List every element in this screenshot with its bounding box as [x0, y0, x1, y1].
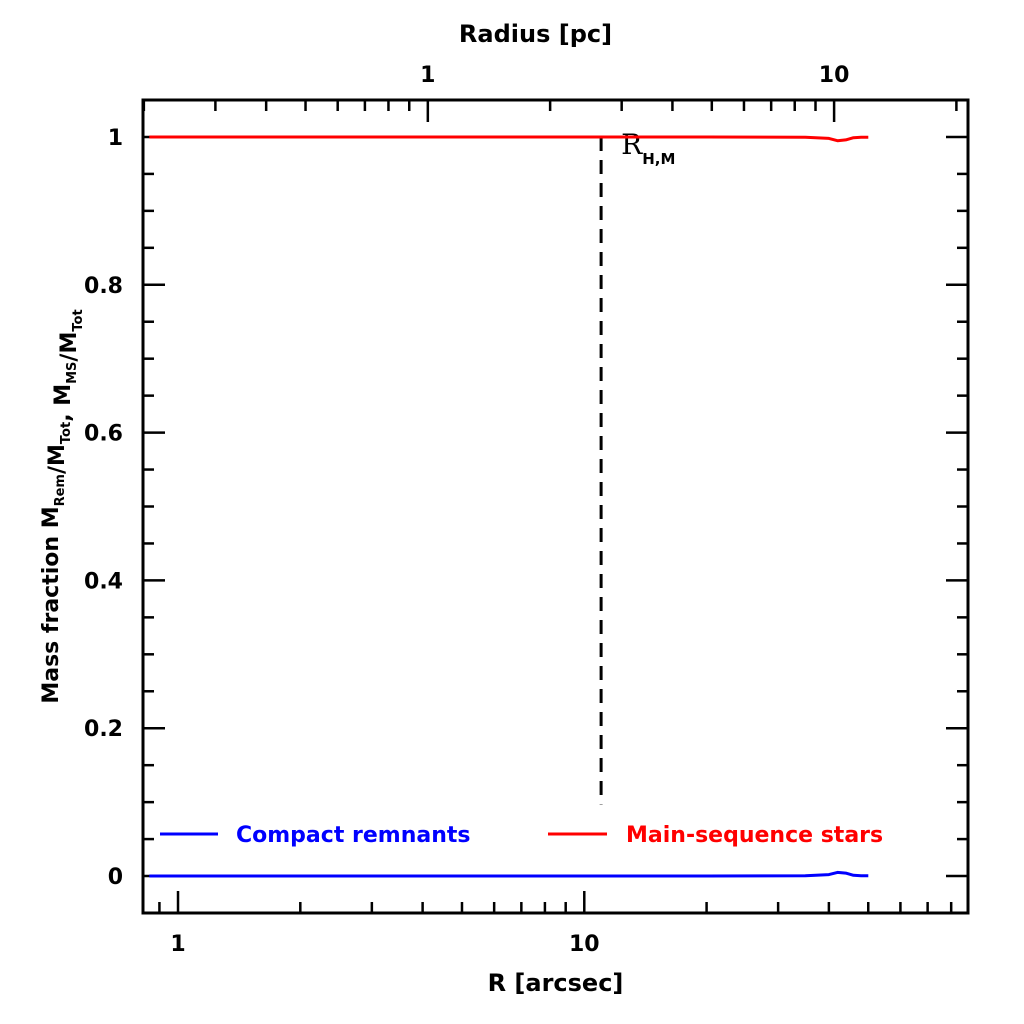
series-line-1: [149, 135, 869, 143]
y-axis-title-text: Mass fraction M: [39, 506, 64, 703]
x-axis-title: R [arcsec]: [488, 969, 624, 997]
x2-tick-label: 10: [819, 63, 850, 88]
y-axis-title-subscript: Rem: [53, 474, 68, 506]
y-axis-title-subscript: Tot: [59, 422, 74, 444]
y-tick-label: 0.2: [84, 717, 123, 742]
y-axis-title-text: , M: [51, 384, 76, 422]
top-axis-title: Radius [pc]: [459, 20, 612, 48]
y-tick-label: 1: [108, 126, 123, 151]
x-tick-label: 1: [170, 932, 185, 957]
y-tick-label: 0.6: [84, 422, 123, 447]
y-axis-title-text: /M: [57, 332, 82, 362]
y-axis-title: Mass fraction MRem/MTot, MMS/MTot: [39, 309, 86, 703]
half-mass-radius-marker: RH,M: [599, 128, 675, 805]
axis-ticks: [142, 98, 968, 915]
plot-frame: [141, 98, 970, 915]
series-line-0: [149, 870, 869, 878]
y-tick-label: 0: [108, 865, 123, 890]
y-axis-title-text: /M: [45, 444, 70, 474]
legend: Compact remnants Main-sequence stars: [160, 823, 883, 848]
x2-tick-label: 1: [420, 63, 435, 88]
half-mass-radius-label: RH,M: [621, 128, 675, 168]
x-tick-label: 10: [569, 932, 600, 957]
series-lines: [149, 135, 869, 878]
half-mass-radius-label-sub: H,M: [642, 150, 675, 168]
y-tick-label: 0.4: [84, 569, 123, 594]
legend-label-0: Compact remnants: [236, 823, 470, 848]
y-tick-label: 0.8: [84, 274, 123, 299]
legend-label-1: Main-sequence stars: [626, 823, 883, 848]
tick-labels: 1 10 1 10 0 0.2 0.4 0.6 0.8 1: [84, 63, 849, 957]
y-axis-title-subscript: MS: [65, 362, 80, 384]
y-axis-title-subscript: Tot: [71, 309, 86, 331]
half-mass-radius-label-main: R: [621, 128, 643, 161]
